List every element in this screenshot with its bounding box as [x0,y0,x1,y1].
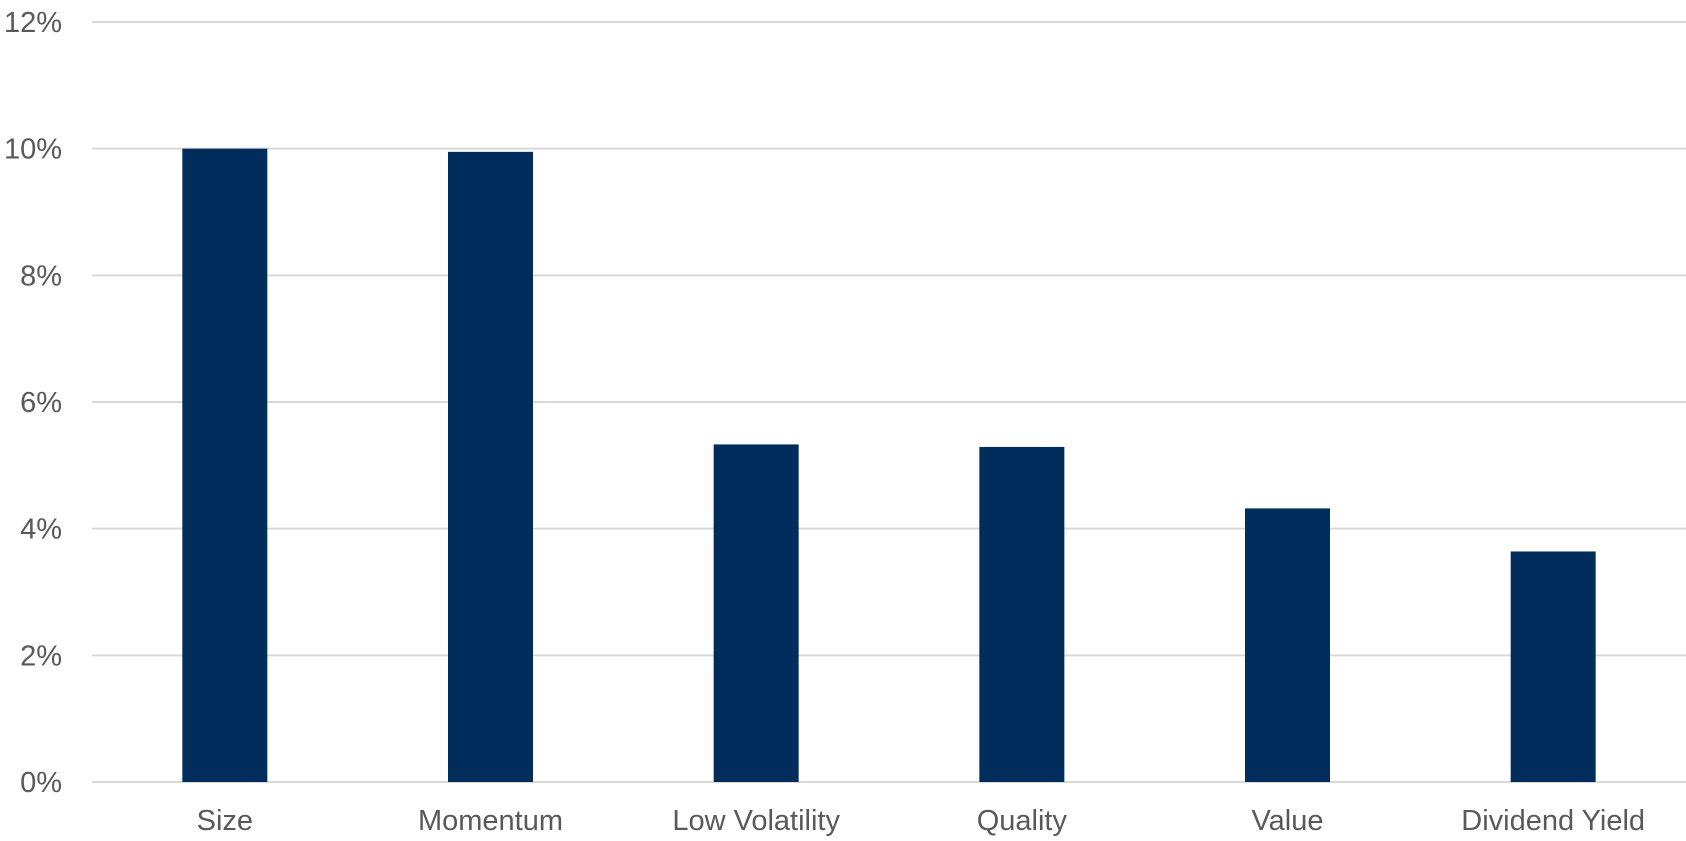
y-tick-label: 6% [20,387,62,419]
bar-momentum [448,151,533,783]
x-tick-label: Size [197,805,253,837]
x-tick-label: Dividend Yield [1461,805,1645,837]
bars [182,148,1596,783]
y-tick-label: 10% [4,134,62,166]
bar-size [182,148,268,782]
y-axis-tick-labels: 0% 2% 4% 6% 8% 10% 12% [4,7,62,799]
gridlines [92,21,1686,783]
bar-dividend-yield [1510,551,1596,782]
y-tick-label: 4% [20,514,62,546]
x-tick-label: Quality [977,805,1068,837]
x-axis-category-labels: Size Momentum Low Volatility Quality Value Di… [197,805,1645,837]
x-tick-label: Value [1251,805,1323,837]
x-tick-label: Low Volatility [672,805,840,837]
y-tick-label: 8% [20,260,62,292]
bar-quality [979,446,1065,782]
x-tick-label: Momentum [418,805,563,837]
bar-value [1245,508,1330,782]
bar-low-volatility [713,444,799,782]
y-tick-label: 0% [20,767,62,799]
y-tick-label: 12% [4,7,62,39]
y-tick-label: 2% [20,640,62,672]
